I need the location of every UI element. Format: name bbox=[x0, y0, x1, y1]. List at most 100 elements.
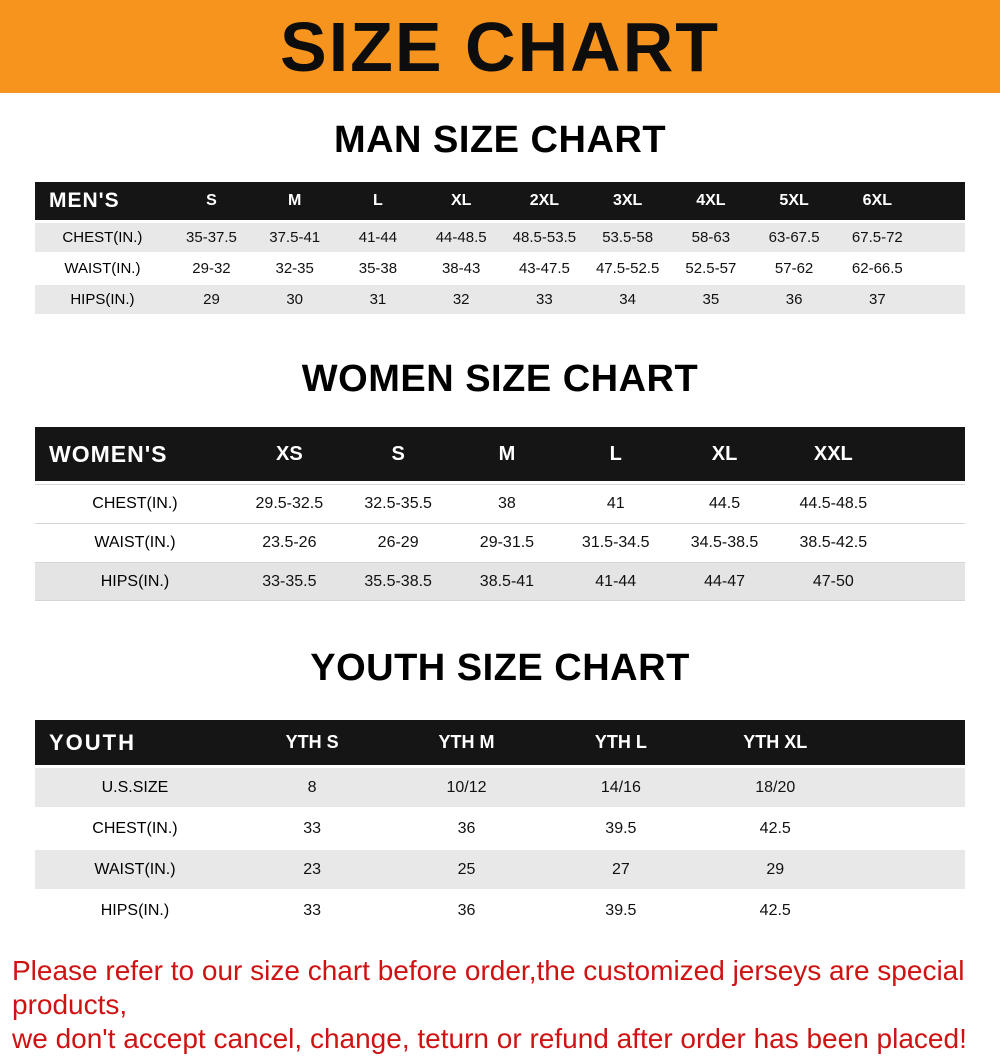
size-value: 32-35 bbox=[275, 260, 314, 277]
women-column-header: L bbox=[609, 442, 622, 465]
men-data-row: CHEST(IN.) 35-37.5 37.5-41 41-44 44-48.5 48.5… bbox=[35, 223, 965, 254]
men-column-header: 3XL bbox=[612, 192, 643, 209]
men-column-header: L bbox=[373, 192, 383, 209]
women-column-header: XXL bbox=[813, 442, 853, 465]
size-value: 41-44 bbox=[358, 229, 398, 246]
size-value: 27 bbox=[611, 860, 630, 878]
size-value: 33-35.5 bbox=[262, 572, 317, 590]
size-value: 30 bbox=[286, 291, 304, 308]
youth-column-header: YTH XL bbox=[743, 732, 808, 752]
size-value: 57-62 bbox=[774, 260, 814, 277]
size-value: 35-37.5 bbox=[186, 229, 237, 246]
banner-title: SIZE CHART bbox=[280, 7, 720, 86]
men-chart-heading: MAN SIZE CHART bbox=[333, 119, 667, 161]
size-value: 23 bbox=[303, 860, 322, 878]
size-value: 44-47 bbox=[704, 572, 745, 590]
size-value: 8 bbox=[307, 778, 317, 796]
notice-line-2: we don't accept cancel, change, teturn o… bbox=[12, 1023, 967, 1055]
men-header-row: MEN'S S M L XL 2XL 3XL 4XL 5XL 6XL bbox=[35, 182, 965, 220]
size-value: 36 bbox=[457, 819, 476, 837]
women-header-row: WOMEN'S XS S M L XL XXL bbox=[35, 427, 965, 481]
size-value: 44.5 bbox=[708, 495, 741, 512]
size-value: 38 bbox=[498, 495, 516, 512]
youth-column-header: YTH S bbox=[285, 732, 339, 752]
size-value: 35 bbox=[702, 291, 720, 308]
measure-label: HIPS(IN.) bbox=[100, 572, 170, 590]
men-size-table: MEN'S S M L XL 2XL 3XL 4XL 5XL 6XL CHEST(IN.) 35-37… bbox=[35, 182, 965, 316]
size-value: 63-67.5 bbox=[768, 229, 820, 246]
size-value: 14/16 bbox=[600, 778, 641, 796]
women-table-body: CHEST(IN.) 29.5-32.5 32.5-35.5 38 41 44.5 44.5… bbox=[35, 484, 965, 601]
women-data-row: HIPS(IN.) 33-35.5 35.5-38.5 38.5-41 41-44 44-… bbox=[35, 562, 965, 601]
measure-label: CHEST(IN.) bbox=[92, 495, 178, 512]
measure-label: CHEST(IN.) bbox=[62, 229, 143, 246]
size-value: 67.5-72 bbox=[851, 229, 903, 246]
women-column-header: M bbox=[498, 442, 516, 465]
size-value: 53.5-58 bbox=[602, 229, 654, 246]
youth-column-header: YTH L bbox=[594, 732, 647, 752]
women-chart-heading: WOMEN SIZE CHART bbox=[301, 358, 699, 400]
size-value: 42.5 bbox=[759, 901, 791, 919]
size-value: 41-44 bbox=[595, 572, 637, 590]
size-value: 31.5-34.5 bbox=[581, 534, 650, 551]
men-column-header: 5XL bbox=[779, 192, 809, 209]
men-column-header: 4XL bbox=[696, 192, 726, 209]
size-value: 43-47.5 bbox=[518, 260, 570, 277]
section-men: MAN SIZE CHART MEN'S S M L XL 2XL 3XL 4XL 5XL 6XL… bbox=[0, 119, 1000, 316]
men-column-header: 6XL bbox=[862, 192, 892, 209]
youth-column-header: YTH M bbox=[438, 732, 495, 752]
men-table-title: MEN'S bbox=[49, 189, 120, 212]
size-value: 36 bbox=[457, 901, 476, 919]
size-value: 62-66.5 bbox=[851, 260, 903, 277]
youth-table-body: U.S.SIZE 8 10/12 14/16 18/20 CHEST(IN.) 33 36 39… bbox=[35, 768, 965, 932]
men-data-row: HIPS(IN.) 29 30 31 32 33 34 35 36 37 bbox=[35, 285, 965, 316]
youth-chart-heading: YOUTH SIZE CHART bbox=[310, 647, 690, 689]
measure-label: WAIST(IN.) bbox=[94, 534, 176, 551]
youth-data-row: CHEST(IN.) 33 36 39.5 42.5 bbox=[35, 809, 965, 850]
size-value: 44-48.5 bbox=[435, 229, 487, 246]
size-value: 47-50 bbox=[812, 572, 854, 590]
youth-data-row: HIPS(IN.) 33 36 39.5 42.5 bbox=[35, 891, 965, 932]
women-data-row: CHEST(IN.) 29.5-32.5 32.5-35.5 38 41 44.5 44.5… bbox=[35, 484, 965, 523]
size-value: 10/12 bbox=[446, 778, 487, 796]
size-value: 33 bbox=[303, 901, 322, 919]
size-value: 26-29 bbox=[377, 534, 419, 551]
women-data-row: WAIST(IN.) 23.5-26 26-29 29-31.5 31.5-34.5 34… bbox=[35, 523, 965, 562]
size-value: 33 bbox=[536, 291, 553, 308]
youth-table-title: YOUTH bbox=[49, 729, 136, 755]
measure-label: HIPS(IN.) bbox=[100, 901, 170, 919]
size-value: 34 bbox=[619, 291, 636, 308]
size-value: 39.5 bbox=[605, 819, 637, 837]
size-value: 58-63 bbox=[691, 229, 731, 246]
size-value: 38-43 bbox=[441, 260, 481, 277]
size-value: 29-31.5 bbox=[479, 534, 535, 551]
size-value: 47.5-52.5 bbox=[595, 260, 660, 277]
men-column-header: XL bbox=[450, 192, 472, 209]
size-value: 29 bbox=[766, 860, 785, 878]
women-column-header: XL bbox=[711, 442, 738, 465]
women-size-table: WOMEN'S XS S M L XL XXL CHEST(IN.) 29.5-32.5 32.5… bbox=[35, 427, 965, 601]
youth-data-row: WAIST(IN.) 23 25 27 29 bbox=[35, 850, 965, 891]
size-value: 38.5-41 bbox=[479, 572, 535, 590]
measure-label: WAIST(IN.) bbox=[64, 260, 141, 277]
size-value: 42.5 bbox=[759, 819, 791, 837]
size-value: 31 bbox=[369, 291, 387, 308]
footer-notice: Please refer to our size chart before or… bbox=[12, 954, 988, 1056]
size-value: 32.5-35.5 bbox=[364, 495, 432, 512]
measure-label: HIPS(IN.) bbox=[70, 291, 135, 308]
measure-label: CHEST(IN.) bbox=[92, 819, 178, 837]
size-value: 35.5-38.5 bbox=[364, 572, 432, 590]
men-column-header: M bbox=[288, 192, 302, 209]
size-value: 23.5-26 bbox=[262, 534, 317, 551]
men-column-header: 2XL bbox=[529, 192, 560, 209]
size-value: 18/20 bbox=[755, 778, 796, 796]
measure-label: U.S.SIZE bbox=[101, 778, 169, 796]
size-value: 34.5-38.5 bbox=[690, 534, 759, 551]
size-value: 39.5 bbox=[605, 901, 637, 919]
size-value: 32 bbox=[452, 291, 470, 308]
size-value: 35-38 bbox=[358, 260, 398, 277]
size-value: 44.5-48.5 bbox=[799, 495, 868, 512]
size-value: 52.5-57 bbox=[685, 260, 737, 277]
size-value: 29 bbox=[203, 291, 220, 308]
